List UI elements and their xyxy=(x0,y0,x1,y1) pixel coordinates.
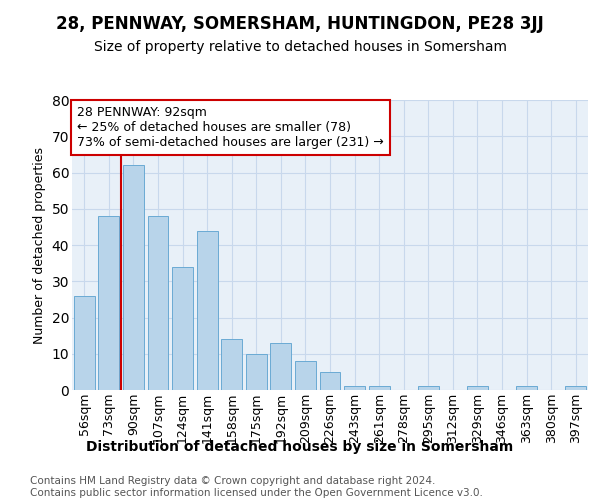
Bar xyxy=(467,386,488,390)
Bar xyxy=(148,216,169,390)
Text: 28 PENNWAY: 92sqm
← 25% of detached houses are smaller (78)
73% of semi-detached: 28 PENNWAY: 92sqm ← 25% of detached hous… xyxy=(77,106,384,149)
Bar xyxy=(418,386,439,390)
Bar xyxy=(271,343,292,390)
Text: 28, PENNWAY, SOMERSHAM, HUNTINGDON, PE28 3JJ: 28, PENNWAY, SOMERSHAM, HUNTINGDON, PE28… xyxy=(56,15,544,33)
Bar xyxy=(516,386,537,390)
Bar xyxy=(246,354,267,390)
Text: Distribution of detached houses by size in Somersham: Distribution of detached houses by size … xyxy=(86,440,514,454)
Text: Size of property relative to detached houses in Somersham: Size of property relative to detached ho… xyxy=(94,40,506,54)
Bar xyxy=(221,339,242,390)
Bar xyxy=(98,216,119,390)
Y-axis label: Number of detached properties: Number of detached properties xyxy=(33,146,46,344)
Bar xyxy=(295,361,316,390)
Bar xyxy=(123,165,144,390)
Text: Contains HM Land Registry data © Crown copyright and database right 2024.
Contai: Contains HM Land Registry data © Crown c… xyxy=(30,476,483,498)
Bar xyxy=(344,386,365,390)
Bar xyxy=(320,372,340,390)
Bar xyxy=(197,230,218,390)
Bar xyxy=(368,386,389,390)
Bar xyxy=(172,267,193,390)
Bar xyxy=(565,386,586,390)
Bar xyxy=(74,296,95,390)
